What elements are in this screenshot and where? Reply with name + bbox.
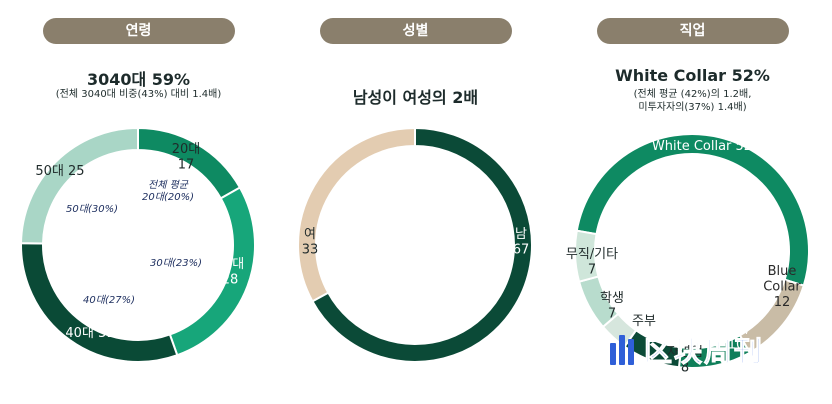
age-panel-title: 연령 (42, 18, 235, 44)
job-label-white-collar: White Collar 52 (652, 139, 752, 154)
job-label-pro: 전문/10 (722, 322, 751, 353)
age-avg-40: 40대(27%) (83, 294, 135, 306)
job-subtitle-line-1: (전체 평균 (42%)의 1.2배, (633, 89, 752, 100)
job-label-student: 학생 7 (600, 291, 624, 322)
job-panel-title: 직업 (596, 18, 789, 44)
job-slice-0 (575, 133, 810, 287)
age-panel: 연령 3040대 59% (전체 3040대 비중(43%) 대비 1.4배) … (0, 0, 277, 404)
gender-panel: 성별 남성이 여성의 2배 여 33 남 67 (277, 0, 554, 404)
job-panel: 직업 White Collar 52% (전체 평균 (42%)의 1.2배, … (554, 0, 831, 404)
age-subtitle: (전체 3040대 비중(43%) 대비 1.4배) (55, 89, 222, 100)
job-label-housewife: 주부 (632, 314, 656, 329)
watermark-logo-icon (610, 335, 636, 365)
gender-panel-title: 성별 (319, 18, 512, 44)
job-slice-6 (574, 229, 600, 283)
gender-label-male: 남 67 (513, 227, 530, 258)
watermark: 区块周刊 (610, 332, 820, 369)
age-label-50: 50대 25 (35, 164, 84, 179)
age-avg-50: 50대(30%) (66, 203, 118, 215)
gender-slice-1 (311, 126, 533, 363)
age-label-30: 30대 28 (216, 257, 245, 288)
gender-donut-chart: 여 33 남 67 (297, 126, 533, 363)
age-donut-chart: 20대 17 30대 28 40대 31 50대 25 전체 평균 20대(20%) 50대(3… (19, 126, 256, 363)
job-headline: White Collar 52% (615, 66, 770, 85)
job-label-other: 무직/기타 7 (566, 247, 618, 278)
age-label-20: 20대 17 (172, 142, 201, 173)
job-label-self: 자영업 8 (667, 345, 703, 376)
job-subtitle-line-2: 미투자자의(37%) 1.4배) (638, 102, 747, 113)
gender-slice-0 (297, 126, 416, 303)
watermark-text: 区块周刊 (643, 335, 765, 369)
age-label-40: 40대 31 (65, 326, 114, 341)
gender-headline: 남성이 여성의 2배 (352, 88, 479, 107)
age-center-title: 전체 평균 20대(20%) (142, 179, 194, 203)
job-label-blue-collar: Blue Collar 12 (763, 264, 801, 310)
age-avg-30: 30대(23%) (150, 257, 202, 269)
gender-label-female: 여 33 (302, 227, 319, 258)
job-donut-chart: White Collar 52 Blue Collar 12 전문/10 자영업 8 주부 학생… (566, 133, 810, 376)
age-slice-3 (19, 126, 139, 245)
age-headline: 3040대 59% (86, 70, 191, 89)
